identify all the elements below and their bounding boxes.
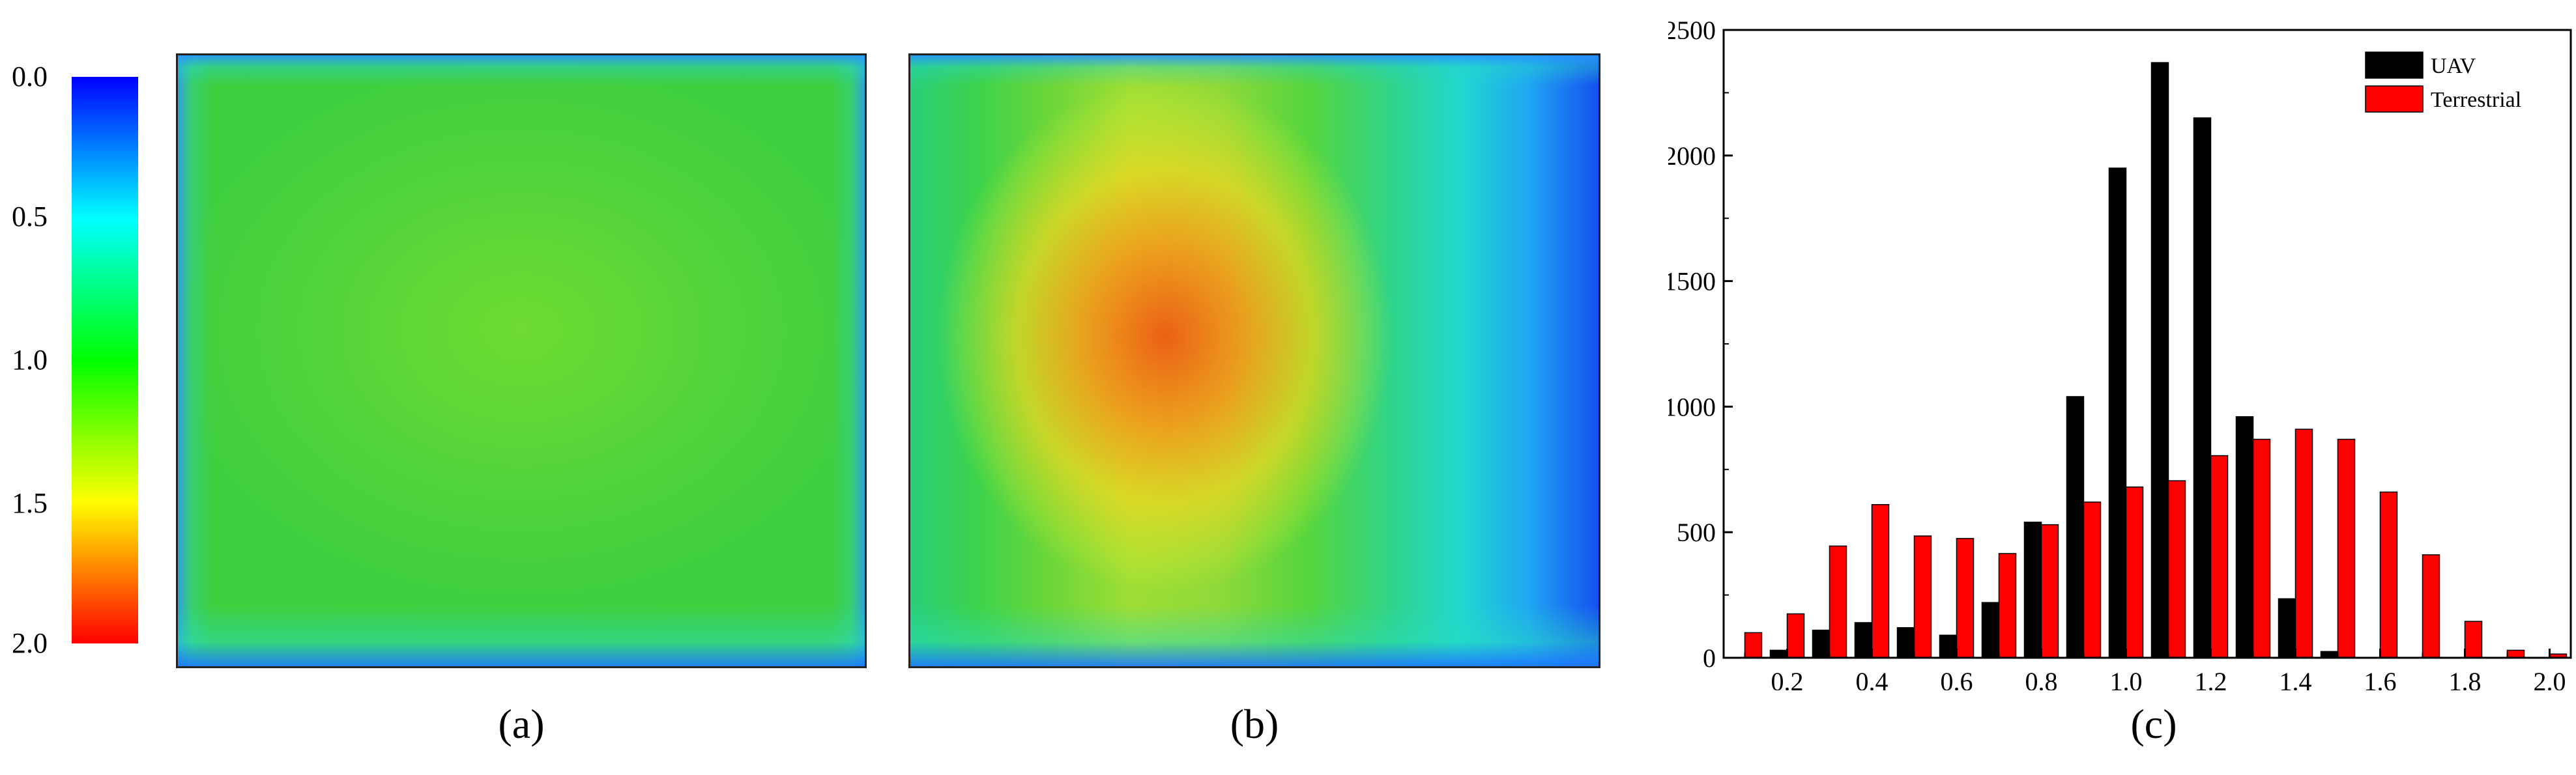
y-tick-label: 0 bbox=[1703, 643, 1716, 673]
legend-swatch-uav bbox=[2365, 51, 2424, 79]
heatmap-b bbox=[908, 53, 1600, 668]
legend-label-uav: UAV bbox=[2431, 54, 2476, 78]
bar-terrestrial bbox=[2422, 554, 2440, 658]
bar-uav bbox=[2150, 62, 2169, 658]
bar-uav bbox=[1769, 649, 1788, 658]
bar-terrestrial bbox=[2506, 649, 2525, 658]
x-tick-label: 0.8 bbox=[2025, 667, 2058, 690]
axes-layer: 0 500 1000 1500 2000 2500 0.2 0.4 0.6 0.8 1.0 1.2 1.… bbox=[1668, 16, 2572, 690]
plot-frame bbox=[1722, 29, 2572, 659]
bar-terrestrial bbox=[2040, 524, 2059, 658]
bar-uav bbox=[2235, 416, 2254, 658]
bar-terrestrial bbox=[2210, 455, 2229, 658]
bar-terrestrial bbox=[2167, 480, 2186, 658]
y-tick-label: 500 bbox=[1677, 518, 1716, 547]
y-tick-label: 1000 bbox=[1668, 392, 1716, 421]
bar-terrestrial bbox=[2337, 438, 2356, 658]
colorbar-tick-label: 1.5 bbox=[12, 487, 48, 519]
x-tick-label: 2.0 bbox=[2534, 667, 2566, 690]
legend-label-terrestrial: Terrestrial bbox=[2431, 88, 2521, 112]
panel-label-a: (a) bbox=[498, 701, 545, 747]
bar-uav bbox=[1854, 622, 1873, 658]
colorbar-tick-label: 2.0 bbox=[12, 627, 48, 659]
bar-uav bbox=[2193, 117, 2212, 658]
bar-uav bbox=[2108, 167, 2127, 658]
bar-terrestrial bbox=[1998, 553, 2017, 658]
bar-terrestrial bbox=[2294, 429, 2313, 658]
y-tick-label: 1500 bbox=[1668, 267, 1716, 296]
bar-terrestrial bbox=[1786, 613, 1805, 658]
bar-terrestrial bbox=[2125, 486, 2144, 658]
bar-uav bbox=[2023, 522, 2042, 658]
bar-uav bbox=[1981, 602, 2000, 658]
heatmap-a bbox=[176, 53, 867, 668]
colorbar-tick-label: 0.5 bbox=[12, 201, 48, 232]
x-tick-label: 1.8 bbox=[2449, 667, 2482, 690]
x-tick-label: 1.4 bbox=[2279, 667, 2312, 690]
panel-label-c: (c) bbox=[2130, 701, 2177, 747]
panel-label-b: (b) bbox=[1230, 701, 1279, 747]
bar-terrestrial bbox=[2464, 621, 2483, 658]
bar-terrestrial bbox=[2252, 438, 2271, 658]
x-tick-label: 0.6 bbox=[1941, 667, 1973, 690]
x-tick-label: 1.0 bbox=[2110, 667, 2143, 690]
legend-swatch-terrestrial bbox=[2365, 85, 2424, 113]
bar-terrestrial bbox=[1829, 545, 1847, 658]
colorbar-tick-label: 1.0 bbox=[12, 344, 48, 376]
bar-terrestrial bbox=[2379, 491, 2398, 658]
x-tick-label: 1.6 bbox=[2364, 667, 2397, 690]
bar-terrestrial bbox=[1744, 632, 1763, 658]
bar-uav bbox=[2066, 396, 2085, 658]
colorbar-tick-label: 0.0 bbox=[12, 61, 48, 92]
bar-terrestrial bbox=[1913, 535, 1932, 658]
x-tick-label: 1.2 bbox=[2195, 667, 2227, 690]
bar-terrestrial bbox=[2083, 501, 2102, 658]
y-tick-label: 2500 bbox=[1668, 16, 1716, 45]
bar-uav bbox=[2278, 598, 2296, 658]
histogram-chart: 0 500 1000 1500 2000 2500 0.2 0.4 0.6 0.8 1.0 1.2 1.… bbox=[1668, 16, 2572, 690]
bar-terrestrial bbox=[1871, 504, 1890, 658]
bars-layer bbox=[1744, 62, 2568, 658]
x-tick-label: 0.2 bbox=[1771, 667, 1804, 690]
legend: UAV Terrestrial bbox=[2365, 51, 2521, 113]
y-tick-label: 2000 bbox=[1668, 141, 1716, 171]
bar-terrestrial bbox=[1956, 538, 1975, 658]
colorbar bbox=[72, 77, 138, 643]
bar-uav bbox=[1812, 629, 1831, 658]
bar-uav bbox=[1896, 627, 1915, 658]
bar-uav bbox=[1939, 634, 1958, 658]
x-tick-label: 0.4 bbox=[1856, 667, 1889, 690]
